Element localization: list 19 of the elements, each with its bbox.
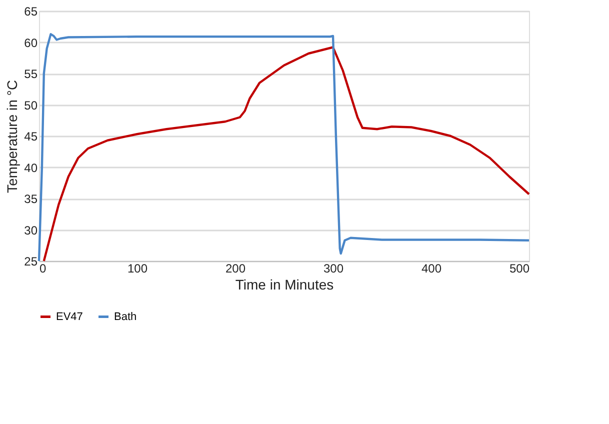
y-tick-label: 30 bbox=[24, 223, 38, 238]
x-axis-title: Time in Minutes bbox=[235, 276, 334, 292]
y-tick-label: 45 bbox=[24, 130, 38, 144]
x-tick-label: 500 bbox=[509, 262, 530, 276]
y-tick-label: 55 bbox=[24, 67, 38, 81]
y-axis-title: Temperature in °C bbox=[4, 80, 20, 193]
legend-label: EV47 bbox=[56, 310, 83, 323]
x-tick-label: 0 bbox=[40, 262, 46, 276]
x-tick-label: 300 bbox=[323, 262, 344, 276]
y-tick-label: 65 bbox=[24, 4, 38, 18]
y-tick-label: 25 bbox=[24, 254, 38, 268]
y-tick-label: 40 bbox=[24, 160, 38, 175]
y-tick-label: 50 bbox=[24, 98, 38, 112]
x-tick-label: 400 bbox=[421, 262, 442, 276]
x-tick-label: 100 bbox=[127, 262, 148, 276]
legend-label: Bath bbox=[114, 310, 137, 323]
x-tick-label: 200 bbox=[225, 262, 246, 276]
y-tick-label: 35 bbox=[24, 192, 38, 206]
y-tick-label: 60 bbox=[24, 36, 38, 50]
